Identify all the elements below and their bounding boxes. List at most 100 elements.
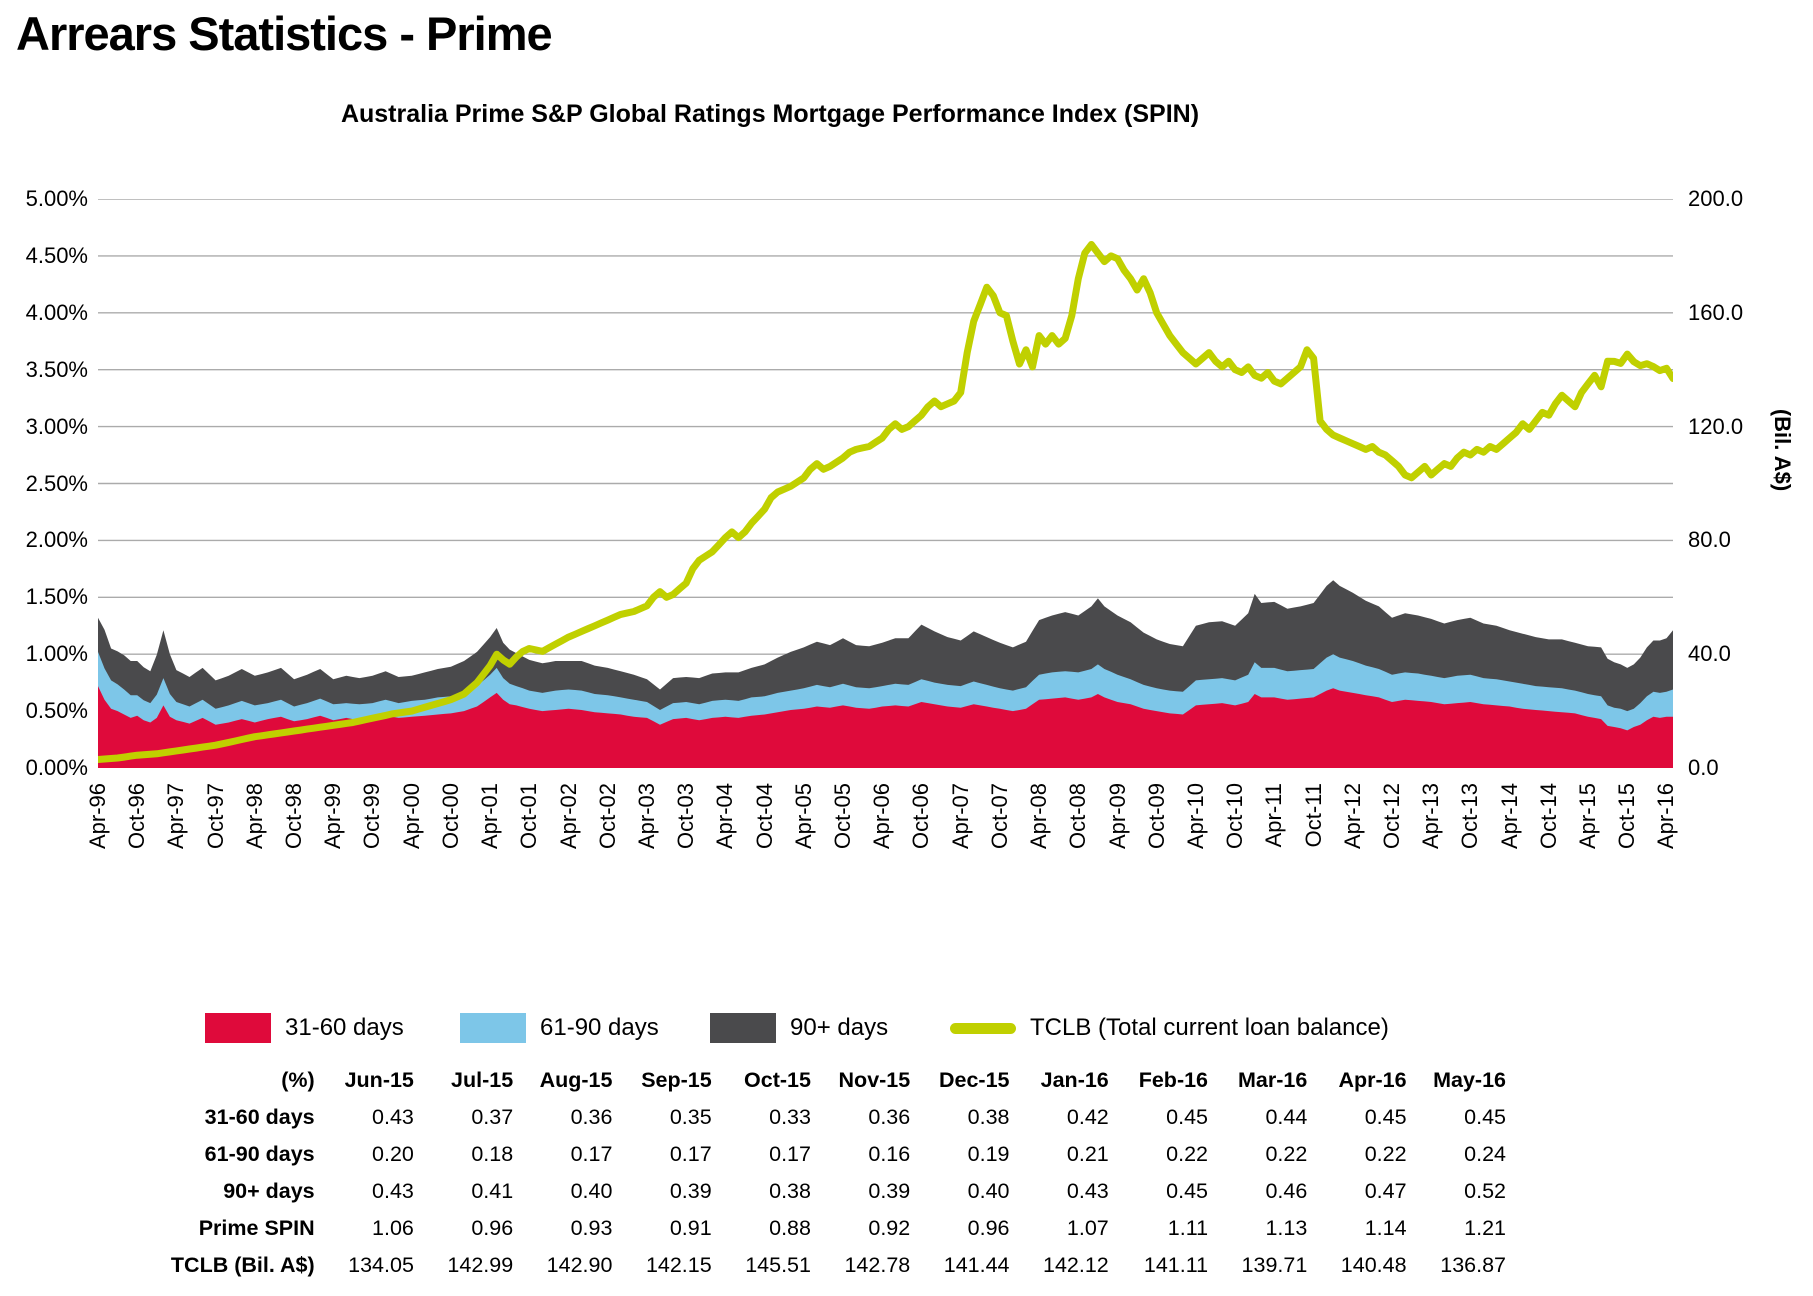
- x-axis-tick-label: Apr-15: [1575, 783, 1601, 850]
- table-cell-value: 0.39: [868, 1179, 911, 1203]
- table-cell-value: 142.90: [546, 1253, 613, 1277]
- table-cell-value: 0.93: [570, 1216, 613, 1240]
- table-cell-value: 0.45: [1364, 1105, 1407, 1129]
- x-axis-tick-label: Oct-04: [751, 783, 777, 850]
- legend-line-swatch: [950, 1022, 1016, 1034]
- table-column-header: Dec-15: [938, 1068, 1010, 1092]
- x-axis-tick-label: Oct-07: [986, 783, 1012, 850]
- table-column-header: Oct-15: [744, 1068, 811, 1092]
- table-column-header: Jul-15: [451, 1068, 514, 1092]
- table-cell-value: 134.05: [348, 1253, 414, 1277]
- left-axis-tick-label: 0.00%: [25, 755, 88, 780]
- legend-color-swatch: [460, 1013, 526, 1043]
- table-row-61-90-days: 61-90 days 0.20 0.18 0.17 0.17 0.17 0.16 0.19 0.…: [88, 1136, 1512, 1173]
- table-cell-value: 0.39: [669, 1179, 712, 1203]
- legend-item-90-days: 90+ days: [710, 1010, 888, 1046]
- x-axis-tick-label: Apr-03: [633, 783, 659, 850]
- combo-chart-plot-area: [94, 198, 1677, 769]
- table-cell-value: 136.87: [1440, 1253, 1506, 1277]
- table-cell-value: 0.88: [769, 1216, 811, 1240]
- x-axis-tick-label: Oct-00: [437, 783, 463, 850]
- legend-item-61-90-days: 61-90 days: [460, 1010, 659, 1046]
- x-axis-tick-label: Apr-04: [712, 783, 738, 850]
- table-cell-value: 0.43: [372, 1105, 414, 1129]
- table-cell-value: 0.17: [570, 1142, 613, 1166]
- x-axis-tick-label: Apr-06: [869, 783, 895, 850]
- table-cell-value: 0.43: [372, 1179, 414, 1203]
- legend-label: TCLB (Total current loan balance): [1030, 1014, 1389, 1041]
- table-cell-value: 0.22: [1364, 1142, 1407, 1166]
- legend-label: 31-60 days: [285, 1014, 404, 1041]
- table-cell-value: 1.14: [1364, 1216, 1407, 1240]
- x-axis-tick-label: Apr-12: [1339, 783, 1365, 850]
- chart-legend: 31-60 days 61-90 days 90+ days TCLB (Total …: [0, 1010, 1813, 1054]
- x-axis-tick-label: Apr-13: [1418, 783, 1444, 850]
- x-axis-tick-label: Oct-96: [124, 783, 150, 850]
- table-cell-value: 0.43: [1066, 1179, 1109, 1203]
- table-cell-value: 0.96: [967, 1216, 1010, 1240]
- x-axis-tick-label: Apr-09: [1104, 783, 1130, 850]
- x-axis-tick-label: Apr-00: [398, 783, 424, 850]
- table-cell-value: 0.40: [967, 1179, 1010, 1203]
- legend-color-swatch: [710, 1013, 776, 1043]
- table-column-header: May-16: [1433, 1068, 1506, 1092]
- right-y-axis-billions: 200.0 160.0 120.0 80.0 40.0 0.0: [1688, 0, 1778, 780]
- table-cell-value: 0.21: [1066, 1142, 1109, 1166]
- table-cell-value: 0.36: [868, 1105, 911, 1129]
- tclb-line-series: [94, 241, 1677, 763]
- table-row-prime-spin: Prime SPIN 1.06 0.96 0.93 0.91 0.88 0.92 0.96 1.…: [88, 1210, 1512, 1247]
- table-row-90-days: 90+ days 0.43 0.41 0.40 0.39 0.38 0.39 0.40 0.43…: [88, 1173, 1512, 1210]
- left-axis-tick-label: 0.50%: [25, 698, 88, 724]
- table-row-label: 61-90 days: [204, 1142, 315, 1166]
- table-cell-value: 0.91: [669, 1216, 712, 1240]
- x-axis-tick-label: Apr-02: [555, 783, 581, 850]
- table-cell-value: 1.21: [1464, 1216, 1506, 1240]
- x-axis-tick-label: Oct-15: [1614, 783, 1640, 850]
- x-axis-tick-label: Oct-11: [1300, 783, 1326, 848]
- table-cell-value: 0.17: [669, 1142, 712, 1166]
- table-cell-value: 0.18: [471, 1142, 514, 1166]
- table-cell-value: 0.17: [769, 1142, 811, 1166]
- legend-label: 90+ days: [790, 1014, 889, 1041]
- left-axis-tick-label: 3.50%: [25, 356, 88, 382]
- right-axis-tick-label: 160.0: [1688, 299, 1744, 325]
- right-axis-tick-label: 40.0: [1688, 641, 1731, 667]
- table-cell-value: 0.45: [1166, 1179, 1209, 1203]
- x-axis-tick-label: Oct-14: [1535, 783, 1561, 850]
- left-axis-tick-label: 4.50%: [25, 242, 88, 268]
- left-axis-tick-label: 2.50%: [25, 470, 88, 496]
- table-column-header: Jan-16: [1040, 1068, 1109, 1092]
- table-cell-value: 139.71: [1241, 1253, 1308, 1277]
- table-row-label: Prime SPIN: [198, 1216, 315, 1240]
- left-axis-tick-label: 3.00%: [25, 413, 88, 439]
- table-cell-value: 0.22: [1265, 1142, 1308, 1166]
- x-axis-tick-label: Apr-07: [947, 783, 973, 850]
- table-cell-value: 142.78: [844, 1253, 911, 1277]
- x-axis-tick-label: Oct-03: [673, 783, 699, 850]
- table-cell-value: 0.47: [1364, 1179, 1407, 1203]
- table-cell-value: 0.45: [1464, 1105, 1506, 1129]
- table-cell-value: 0.36: [570, 1105, 613, 1129]
- table-cell-value: 145.51: [745, 1253, 811, 1277]
- x-axis-tick-label: Oct-10: [1222, 783, 1248, 850]
- table-cell-value: 0.20: [372, 1142, 414, 1166]
- x-axis-tick-label: Apr-14: [1496, 783, 1522, 850]
- table-cell-value: 1.07: [1066, 1216, 1109, 1240]
- x-axis-tick-label: Apr-98: [241, 783, 267, 850]
- table-cell-value: 0.96: [471, 1216, 514, 1240]
- table-cell-value: 0.24: [1464, 1142, 1506, 1166]
- table-column-header: Mar-16: [1237, 1068, 1308, 1092]
- table-row-31-60-days: 31-60 days 0.43 0.37 0.36 0.35 0.33 0.36 0.38 0.…: [88, 1099, 1512, 1136]
- arrears-data-table: (%) Jun-15 Jul-15 Aug-15 Sep-15 Oct-15 Nov-15 D…: [88, 1062, 1512, 1284]
- x-axis-tick-label: Oct-01: [516, 783, 542, 850]
- x-axis-tick-label: Apr-99: [320, 783, 346, 850]
- right-axis-unit-label: (Bil. A$): [1770, 408, 1795, 492]
- table-cell-value: 1.11: [1167, 1216, 1209, 1240]
- x-axis-tick-label: Oct-97: [202, 783, 228, 850]
- left-axis-tick-label: 4.00%: [25, 299, 88, 325]
- table-row-label: 90+ days: [223, 1179, 315, 1203]
- table-column-header: Sep-15: [641, 1068, 712, 1092]
- left-y-axis-percent: 5.00% 4.50% 4.00% 3.50% 3.00% 2.50% 2.00% 1.50%…: [0, 0, 88, 780]
- table-cell-value: 0.37: [471, 1105, 514, 1129]
- table-cell-value: 142.12: [1043, 1253, 1109, 1277]
